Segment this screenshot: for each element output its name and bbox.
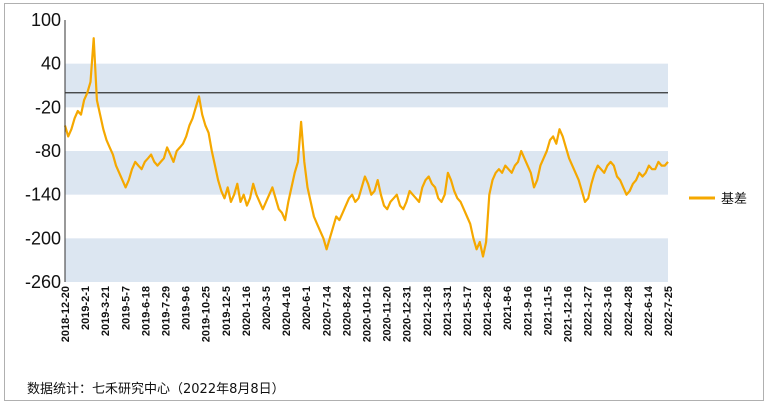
x-tick-label: 2019-10-25 — [201, 286, 213, 342]
source-note: 数据统计：七禾研究中心（2022年8月8日） — [27, 382, 285, 397]
x-tick-label: 2021-9-16 — [522, 286, 534, 336]
x-tick-label: 2020-12-31 — [402, 286, 414, 342]
y-tick-label: -200 — [25, 228, 61, 248]
x-tick-label: 2021-11-5 — [542, 286, 554, 336]
x-tick-label: 2020-11-20 — [382, 286, 394, 342]
x-tick-label: 2021-12-16 — [563, 286, 575, 342]
x-tick-label: 2020-3-5 — [261, 286, 273, 330]
x-tick-label: 2019-5-7 — [120, 286, 132, 330]
y-tick-label: -140 — [25, 185, 61, 205]
line-chart: 100 40 -20 -80 -140 -200 -260 2018-12-20 2019-2… — [25, 10, 747, 342]
x-tick-label: 2020-7-14 — [321, 285, 333, 336]
x-tick-label: 2019-9-6 — [181, 286, 193, 330]
series-line — [63, 37, 669, 258]
x-tick-label: 2019-12-5 — [221, 286, 233, 336]
y-tick-label: -260 — [25, 272, 61, 292]
chart-frame: 100 40 -20 -80 -140 -200 -260 2018-12-20 2019-2… — [4, 3, 764, 401]
x-tick-label: 2019-6-18 — [140, 286, 152, 336]
legend-label: 基差 — [721, 191, 747, 206]
y-band-0 — [65, 63, 668, 108]
x-tick-label: 2021-2-18 — [422, 286, 434, 336]
x-tick-label: 2020-1-16 — [241, 286, 253, 336]
y-band-2 — [65, 238, 668, 282]
x-tick-label: 2021-5-17 — [462, 286, 474, 336]
x-tick-label: 2021-3-31 — [442, 286, 454, 336]
x-tick-label: 2020-8-24 — [341, 285, 353, 336]
x-tick-label: 2022-3-16 — [603, 286, 615, 336]
y-tick-label: 40 — [41, 54, 61, 74]
x-tick-label: 2019-2-1 — [80, 286, 92, 330]
x-tick-label: 2021-8-6 — [502, 286, 514, 330]
x-tick-label: 2020-6-1 — [301, 286, 313, 330]
x-tick-label: 2019-7-29 — [161, 286, 173, 336]
x-tick-label: 2022-6-14 — [643, 285, 655, 336]
y-tick-label: -80 — [35, 141, 61, 161]
x-tick-label: 2018-12-20 — [60, 286, 72, 342]
legend: 基差 — [689, 191, 747, 206]
x-tick-label: 2020-10-12 — [362, 286, 374, 342]
x-tick-label: 2022-4-28 — [623, 286, 635, 336]
y-tick-label: 100 — [31, 10, 61, 30]
x-tick-label: 2019-3-21 — [100, 286, 112, 336]
x-tick-label: 2020-4-16 — [281, 286, 293, 336]
y-tick-label: -20 — [35, 97, 61, 117]
y-band-1 — [65, 151, 668, 195]
x-tick-label: 2021-6-28 — [482, 286, 494, 336]
x-tick-label: 2022-1-27 — [583, 286, 595, 336]
x-tick-label: 2022-7-25 — [663, 286, 675, 336]
